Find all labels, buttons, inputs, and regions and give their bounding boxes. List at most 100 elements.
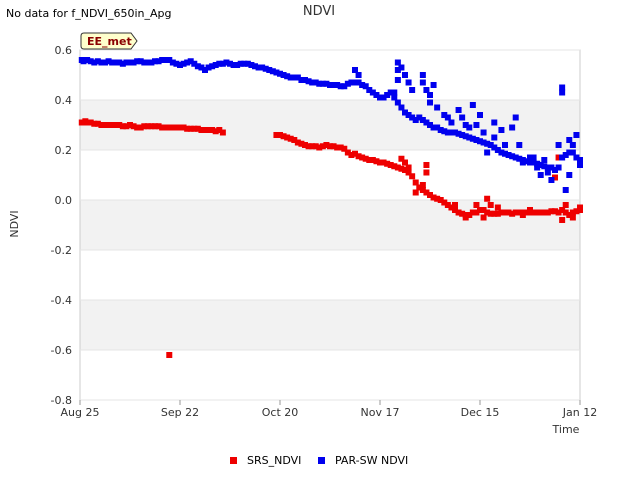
badge-label: EE_met: [87, 35, 132, 48]
data-point: [569, 209, 576, 216]
data-point: [444, 114, 451, 121]
data-point: [252, 63, 258, 70]
data-point: [466, 124, 473, 131]
data-point: [394, 164, 401, 171]
data-point: [491, 144, 498, 151]
data-point: [137, 124, 144, 131]
data-point: [562, 187, 569, 193]
data-point: [166, 352, 173, 358]
data-point: [216, 127, 223, 133]
data-point: [209, 127, 216, 133]
data-point: [569, 149, 576, 156]
x-axis-label: Time: [552, 423, 580, 436]
data-point: [405, 112, 412, 118]
data-point: [173, 60, 180, 67]
data-point: [109, 122, 116, 128]
data-point: [409, 114, 416, 121]
data-point: [491, 134, 498, 141]
data-point: [205, 64, 212, 71]
data-point: [466, 212, 473, 218]
data-point: [527, 159, 533, 166]
data-point: [423, 87, 430, 93]
data-point: [559, 154, 566, 161]
data-point: [184, 59, 191, 66]
data-point: [444, 202, 451, 208]
data-point: [105, 58, 112, 65]
data-point: [419, 187, 426, 193]
data-point: [366, 87, 373, 93]
data-point: [112, 59, 119, 66]
y-tick-label: 0.0: [55, 194, 73, 207]
data-point: [391, 94, 398, 101]
data-point: [194, 125, 201, 132]
data-point: [427, 99, 433, 106]
data-point: [91, 120, 98, 127]
data-point: [419, 117, 426, 123]
data-point: [134, 124, 141, 131]
data-point: [537, 162, 544, 168]
data-point: [544, 169, 551, 176]
data-point: [277, 70, 283, 77]
data-point: [284, 134, 291, 141]
data-point: [534, 209, 541, 216]
data-point: [516, 155, 523, 162]
data-point: [155, 58, 162, 65]
plot-band: [80, 200, 580, 250]
data-point: [198, 64, 205, 71]
data-point: [144, 59, 151, 66]
data-point: [169, 124, 176, 131]
data-point: [312, 143, 319, 150]
data-point: [484, 140, 491, 147]
data-point: [541, 209, 548, 216]
data-point: [437, 197, 444, 203]
series-par-sw-ndvi: [78, 57, 583, 193]
data-point: [298, 140, 305, 147]
data-point: [512, 154, 519, 161]
gridlines: [80, 49, 580, 401]
data-point: [177, 62, 183, 68]
data-point: [159, 57, 166, 63]
data-point: [459, 114, 466, 121]
data-point: [427, 122, 433, 128]
data-point: [405, 79, 412, 86]
data-point: [355, 79, 362, 86]
y-tick-label: -0.6: [51, 344, 72, 357]
data-point: [516, 142, 523, 148]
legend-swatch-srs-ndvi: [230, 457, 237, 464]
data-point: [369, 89, 376, 96]
data-point: [548, 177, 555, 183]
data-point: [441, 128, 448, 135]
y-tick-label: -0.2: [51, 244, 72, 257]
data-point: [84, 57, 91, 63]
data-point: [473, 202, 480, 208]
data-point: [552, 167, 558, 173]
data-point: [534, 160, 541, 167]
badge-shape: [80, 32, 138, 50]
data-point: [273, 132, 280, 138]
data-point: [327, 82, 333, 88]
data-point: [544, 209, 551, 216]
legend: SRS_NDVI PAR-SW NDVI: [230, 454, 408, 467]
data-point: [448, 129, 455, 136]
legend-swatch-par-sw-ndvi: [318, 457, 325, 464]
data-point: [341, 83, 348, 90]
data-point: [237, 60, 244, 67]
data-point: [116, 59, 123, 66]
data-point: [394, 77, 401, 83]
data-point: [469, 135, 476, 142]
data-point: [487, 210, 494, 217]
data-point: [477, 138, 483, 145]
data-point: [534, 164, 541, 171]
data-point: [559, 217, 566, 223]
data-point: [152, 123, 158, 130]
data-point: [309, 143, 316, 150]
data-point: [148, 123, 155, 130]
data-point: [241, 60, 248, 67]
data-point: [130, 123, 137, 130]
data-point: [148, 59, 155, 66]
data-point: [319, 143, 326, 150]
data-point: [498, 209, 505, 216]
data-point: [462, 133, 469, 140]
data-point: [387, 162, 394, 168]
